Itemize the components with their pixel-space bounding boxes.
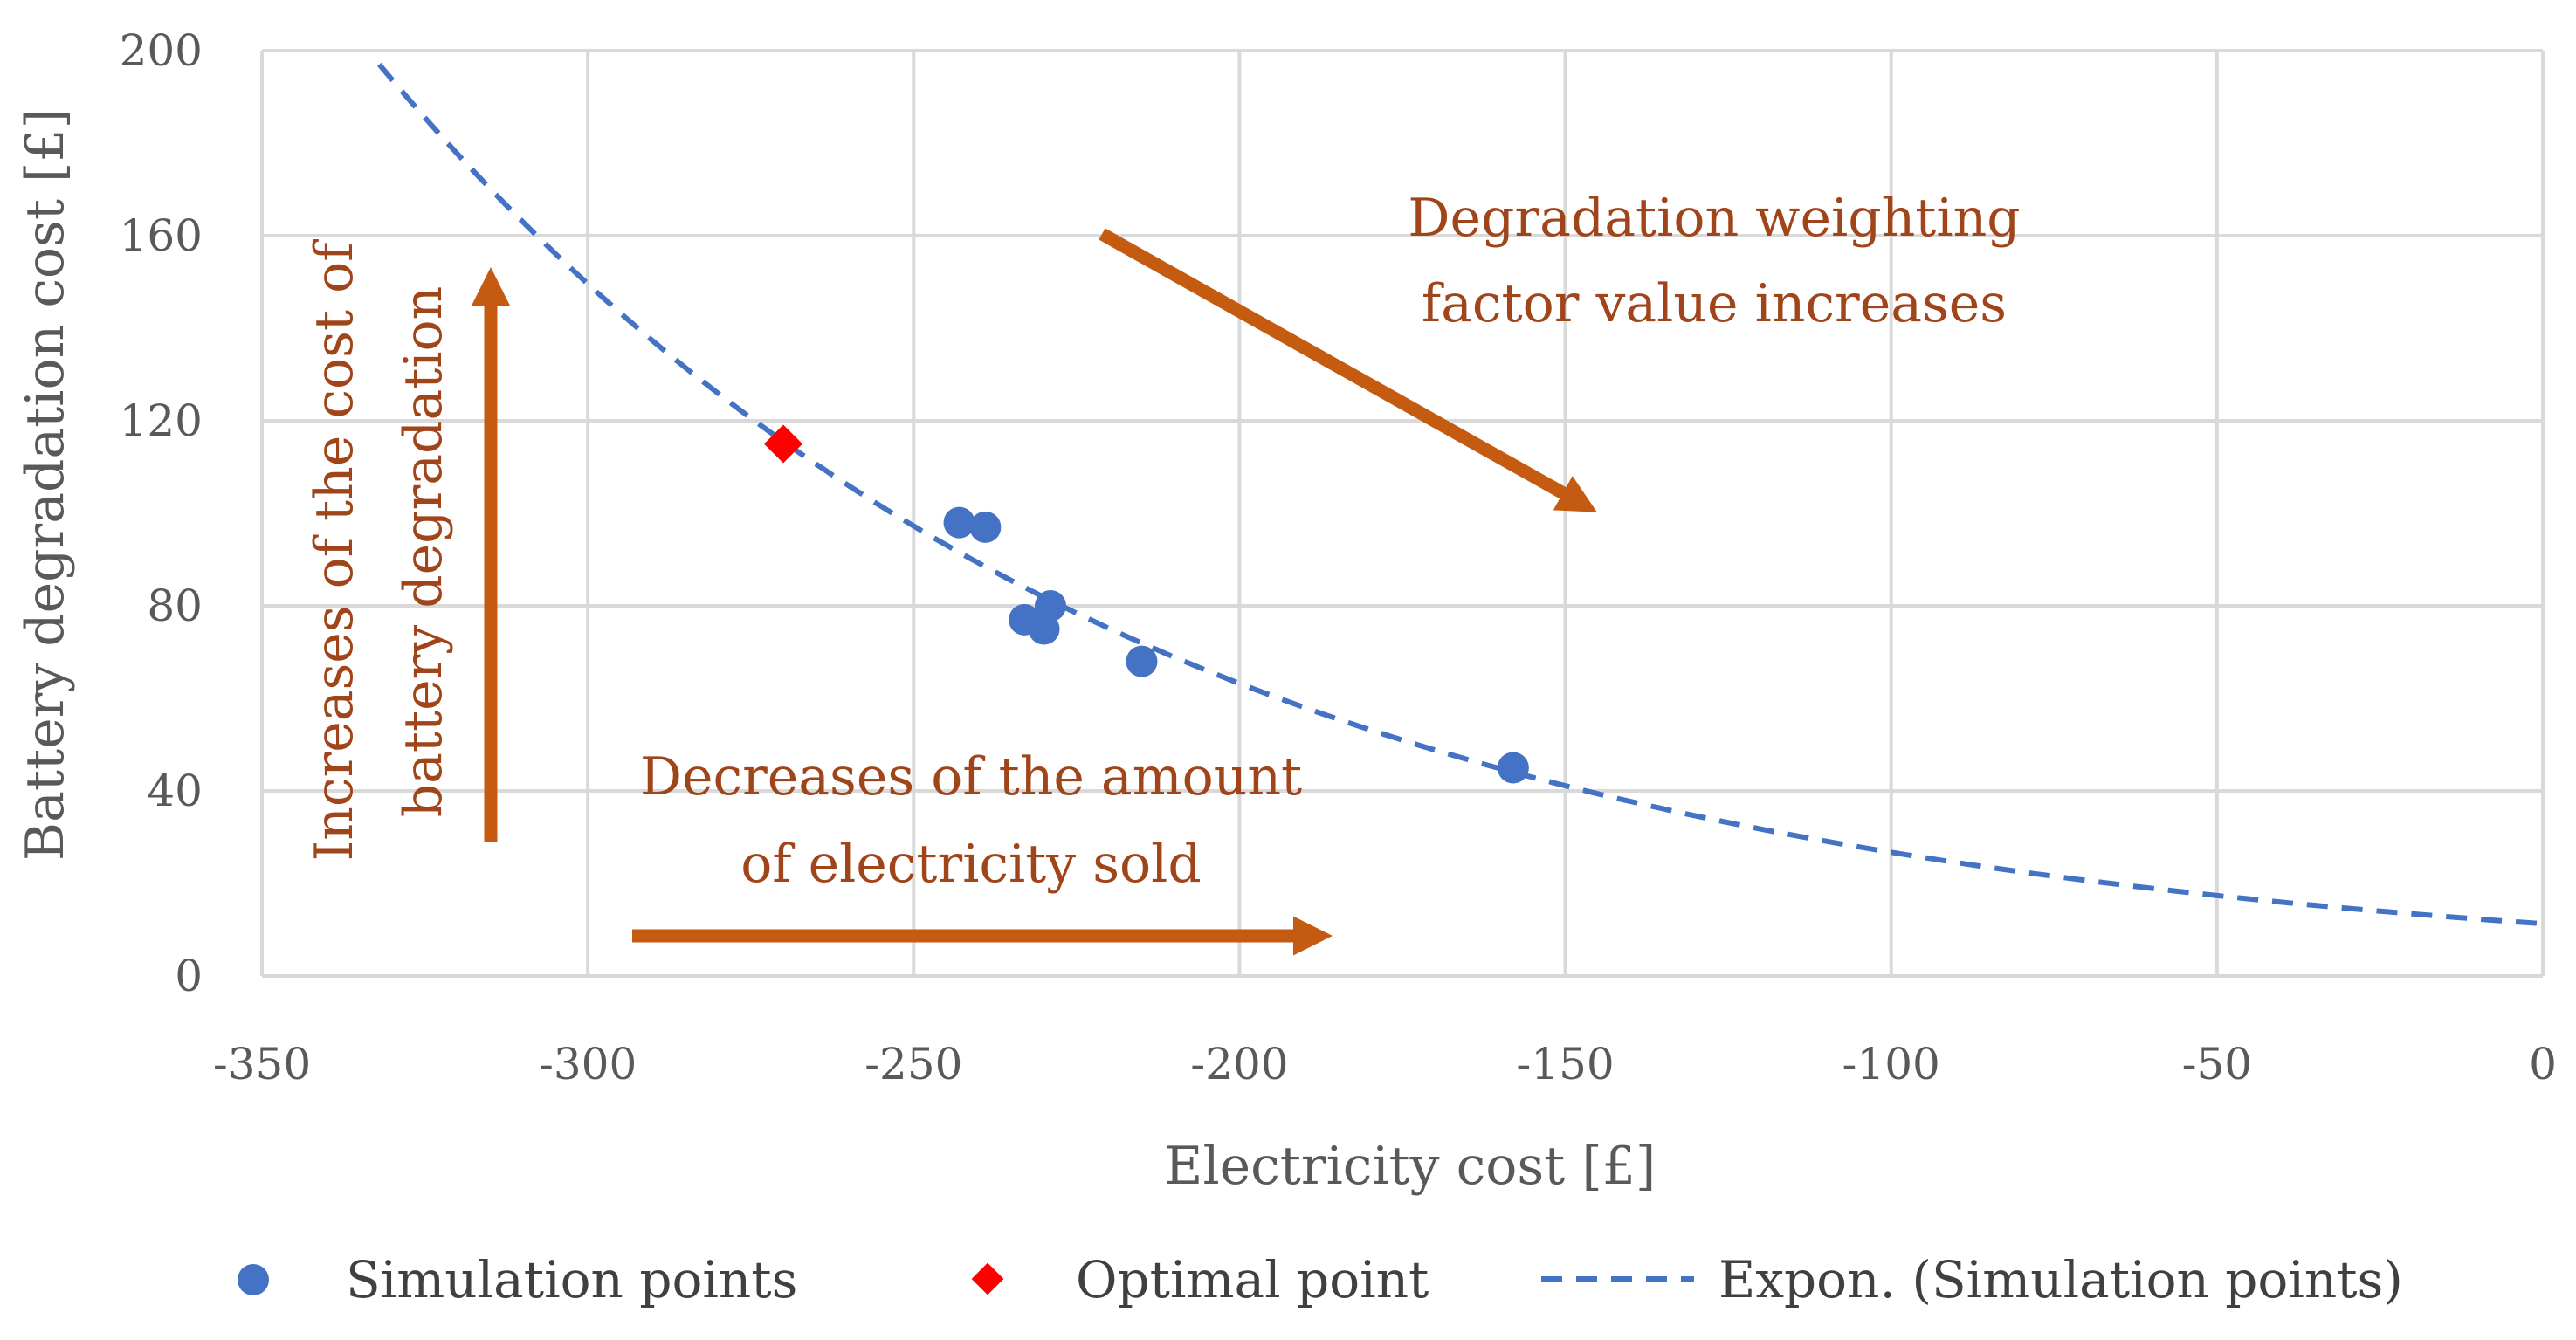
simulation-point: [1497, 752, 1529, 784]
simulation-point: [1028, 613, 1060, 645]
x-tick-label: -200: [1190, 1039, 1288, 1089]
x-tick-label: -100: [1842, 1039, 1940, 1089]
y-tick-label: 200: [120, 25, 203, 76]
y-tick-label: 0: [175, 951, 203, 1001]
y-tick-label: 160: [120, 210, 203, 261]
arrow-degradation-weighting: [1099, 228, 1597, 512]
legend-simulation-marker: [238, 1264, 269, 1295]
legend: Simulation points Optimal point Expon. (…: [238, 1250, 2403, 1309]
legend-simulation-label: Simulation points: [346, 1250, 797, 1309]
annotation-degradation-weighting-line1: Degradation weighting: [1408, 188, 2020, 249]
data-points: [764, 424, 1529, 784]
exponential-trendline: [377, 62, 2544, 927]
simulation-point: [1126, 645, 1158, 677]
legend-trendline-label: Expon. (Simulation points): [1718, 1250, 2403, 1309]
optimal-point: [764, 424, 803, 464]
annotation-degradation-weighting-line2: factor value increases: [1422, 273, 2007, 334]
x-tick-label: -50: [2182, 1039, 2253, 1089]
x-tick-label: 0: [2529, 1039, 2557, 1089]
annotation-increases-battery-degradation-line1: Increases of the cost of: [304, 239, 365, 862]
y-tick-label: 120: [120, 395, 203, 446]
y-axis-title: Battery degradation cost [£]: [15, 108, 76, 861]
x-tick-label: -300: [539, 1039, 637, 1089]
legend-optimal-marker: [971, 1262, 1004, 1295]
annotation-decreases-electricity-sold-line2: of electricity sold: [740, 834, 1202, 895]
y-tick-label: 40: [147, 766, 203, 816]
simulation-point: [943, 506, 975, 539]
x-tick-label: -250: [864, 1039, 962, 1089]
legend-optimal-label: Optimal point: [1076, 1250, 1429, 1309]
y-axis-ticks: 0 40 80 120 160 200: [120, 25, 203, 1001]
x-tick-label: -350: [213, 1039, 311, 1089]
y-tick-label: 80: [147, 581, 203, 631]
annotation-increases-battery-degradation-line2: battery degradation: [393, 286, 454, 818]
x-axis-title: Electricity cost [£]: [1165, 1136, 1656, 1197]
gridlines: [260, 49, 2545, 978]
x-axis-ticks: -350 -300 -250 -200 -150 -100 -50 0: [213, 1039, 2557, 1089]
simulation-point: [969, 511, 1002, 543]
x-tick-label: -150: [1516, 1039, 1614, 1089]
annotation-decreases-electricity-sold-line1: Decreases of the amount: [640, 746, 1302, 807]
